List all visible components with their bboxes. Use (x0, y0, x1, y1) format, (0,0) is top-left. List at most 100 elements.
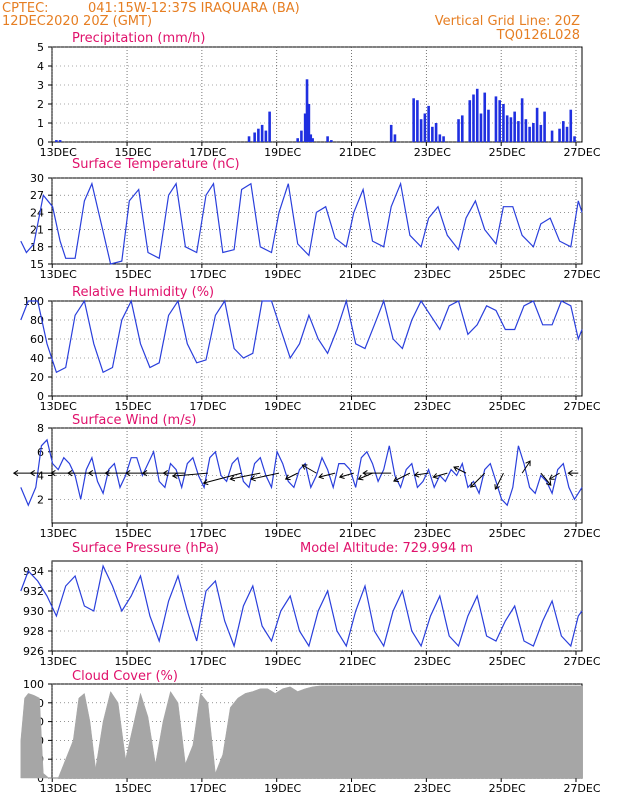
wind-ytick-label: 8 (37, 422, 44, 435)
precip-xtick-label: 13DEC (40, 146, 77, 159)
wind-arrow-head (162, 469, 168, 477)
precip-bar (303, 113, 307, 142)
wind-arrow-head (393, 476, 399, 483)
precip-bar (505, 115, 509, 142)
precip-bar (326, 136, 329, 142)
precip-bar (305, 79, 309, 142)
wind-arrow-head (494, 484, 500, 490)
header-init-time: 12DEC2020 20Z (GMT) (2, 14, 152, 29)
precip-ytick-label: 5 (37, 41, 44, 54)
humidity-frame (51, 300, 583, 397)
header-source: CPTEC: (2, 1, 49, 16)
cloud-cover-area (20, 685, 583, 779)
humidity-xtick-label: 19DEC (264, 400, 301, 413)
temperature-ytick-label: 18 (30, 241, 44, 254)
wind-arrow-head (413, 471, 420, 478)
temperature-ytick-label: 24 (30, 206, 44, 219)
precip-bar (300, 130, 303, 142)
humidity-xtick-label: 23DEC (414, 400, 451, 413)
temperature-xtick-label: 25DEC (489, 268, 526, 281)
cloud-xtick-label: 27DEC (563, 782, 600, 795)
precip-xtick-label: 17DEC (189, 146, 226, 159)
wind-arrow (393, 472, 411, 482)
model-altitude-note: Model Altitude: 729.994 m (300, 541, 473, 556)
wind-ytick-label: 4 (37, 470, 44, 483)
pressure-xtick-label: 17DEC (189, 655, 226, 668)
wind-arrow (453, 466, 467, 474)
precip-bar (558, 128, 561, 142)
wind-arrow (414, 472, 429, 476)
precip-ytick-label: 3 (37, 79, 44, 92)
precip-bar (565, 126, 569, 142)
pressure-ytick-label: 932 (23, 585, 44, 598)
wind-arrow (318, 472, 336, 478)
temperature-panel-title: Surface Temperature (nC) (72, 157, 240, 172)
temperature-xtick-label: 13DEC (40, 268, 77, 281)
precip-bar (539, 124, 543, 142)
humidity-ytick-label: 20 (30, 371, 44, 384)
wind-xtick-label: 25DEC (489, 527, 526, 540)
humidity-ytick-label: 40 (30, 352, 44, 365)
header-location: 041:15W-12:37S IRAQUARA (BA) (88, 1, 300, 16)
wind-arrow-head (141, 469, 148, 477)
wind-arrow (494, 472, 504, 490)
wind-arrow-head (525, 460, 531, 467)
precip-bar (260, 124, 264, 142)
precip-bar (479, 113, 483, 142)
precip-bar (438, 134, 442, 142)
precip-panel-title: Precipitation (mm/h) (72, 31, 205, 46)
temperature-series-line (20, 181, 583, 265)
pressure-xtick-label: 27DEC (563, 655, 600, 668)
wind-arrow (433, 472, 448, 478)
cloud-xtick-label: 13DEC (40, 782, 77, 795)
wind-arrow-head (171, 472, 178, 479)
wind-xtick-label: 21DEC (339, 527, 376, 540)
wind-arrow-head (545, 480, 552, 486)
precip-xtick-label: 25DEC (489, 146, 526, 159)
cloud-xtick-label: 15DEC (115, 782, 152, 795)
wind-arrow-head (318, 473, 324, 480)
wind-arrow-head (470, 482, 476, 488)
precip-bar (253, 132, 256, 142)
precip-bar (419, 119, 423, 142)
precip-bar (296, 138, 299, 142)
wind-arrow-head (202, 479, 209, 486)
wind-arrow (339, 472, 354, 478)
pressure-ytick-label: 934 (23, 565, 44, 578)
cloud-xtick-label: 19DEC (264, 782, 301, 795)
pressure-frame (51, 560, 583, 652)
precip-bar (550, 130, 554, 142)
wind-arrow-head (567, 469, 573, 477)
precip-bar (412, 98, 415, 142)
cloud-xtick-label: 21DEC (339, 782, 376, 795)
plots-layer: 0 1 2 3 4 5 13DEC 15DEC 17DEC 19DEC 21DEC 23DEC 25DE… (12, 41, 601, 795)
wind-arrow (302, 464, 317, 474)
humidity-ytick-label: 80 (30, 314, 44, 327)
precip-bar (569, 109, 573, 142)
pressure-ytick-label: 930 (23, 605, 44, 618)
precip-bar (309, 134, 313, 142)
cloud-panel: 02040608010013DEC15DEC17DEC19DEC21DEC23D… (20, 678, 601, 795)
precip-bar (457, 119, 460, 142)
temperature-frame (51, 177, 583, 265)
wind-xtick-label: 15DEC (115, 527, 152, 540)
precip-bar (502, 104, 505, 142)
humidity-xtick-label: 17DEC (189, 400, 226, 413)
wind-xtick-label: 17DEC (189, 527, 226, 540)
precip-bar (389, 124, 393, 142)
precip-bar (393, 134, 397, 142)
precip-bar (498, 100, 501, 142)
wind-arrow-head (66, 469, 73, 477)
humidity-ytick-label: 0 (37, 390, 44, 403)
precip-bar (442, 136, 445, 142)
wind-xtick-label: 13DEC (40, 527, 77, 540)
header-code: TQ0126L028 (496, 28, 580, 43)
precip-xtick-label: 19DEC (264, 146, 301, 159)
precip-bar (427, 105, 430, 142)
temperature-ytick-label: 15 (30, 258, 44, 271)
wind-arrow-head (29, 469, 35, 477)
precip-bar (311, 138, 314, 142)
